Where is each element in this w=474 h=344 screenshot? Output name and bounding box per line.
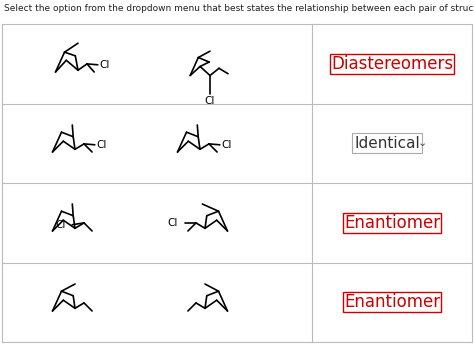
Text: Cl: Cl — [55, 220, 65, 230]
Text: Cl: Cl — [97, 140, 107, 150]
Text: Select the option from the dropdown menu that best states the relationship betwe: Select the option from the dropdown menu… — [4, 4, 474, 13]
Text: Cl: Cl — [222, 140, 232, 150]
Text: ⌄: ⌄ — [417, 138, 427, 148]
Text: Cl: Cl — [168, 218, 178, 228]
Text: Identical: Identical — [354, 136, 420, 151]
Text: Cl: Cl — [100, 60, 110, 70]
Text: Enantiomer: Enantiomer — [344, 293, 440, 311]
Text: Cl: Cl — [205, 97, 215, 107]
Text: Diastereomers: Diastereomers — [331, 55, 453, 73]
Text: Enantiomer: Enantiomer — [344, 214, 440, 232]
